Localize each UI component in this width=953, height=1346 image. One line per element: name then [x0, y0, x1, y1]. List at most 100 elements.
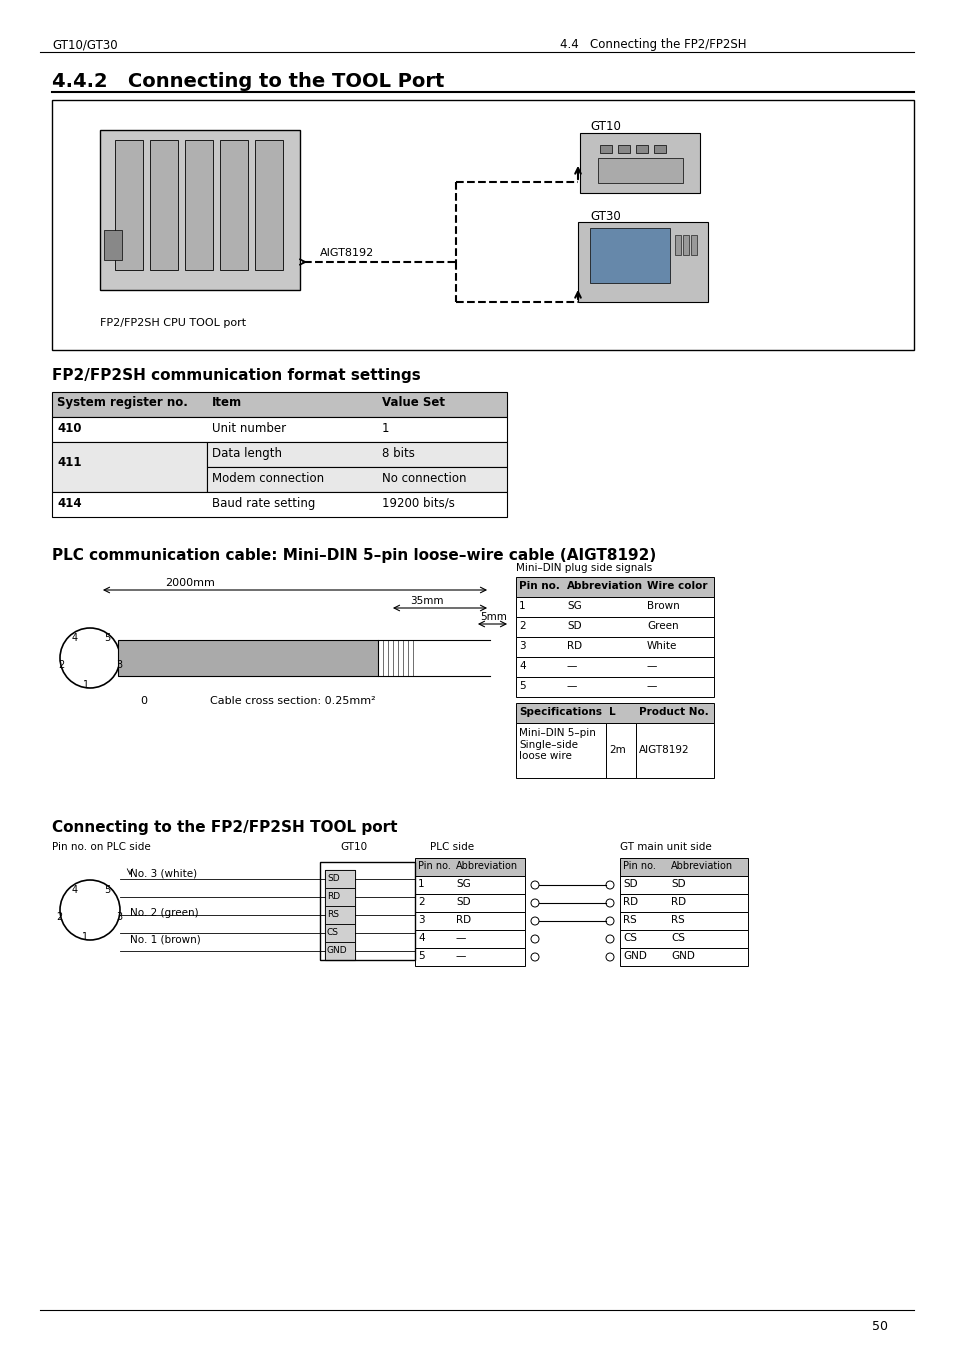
- Bar: [52, 441, 207, 493]
- Text: 3: 3: [116, 660, 122, 670]
- Text: Wire color: Wire color: [646, 581, 707, 591]
- Text: RS: RS: [327, 910, 338, 919]
- Text: Baud rate setting: Baud rate setting: [212, 497, 315, 510]
- Text: Abbreviation: Abbreviation: [456, 861, 517, 871]
- Text: RD: RD: [670, 896, 685, 907]
- Text: PLC communication cable: Mini–DIN 5–pin loose–wire cable (AIGT8192): PLC communication cable: Mini–DIN 5–pin …: [52, 548, 656, 563]
- Bar: [654, 145, 665, 153]
- Text: Abbreviation: Abbreviation: [670, 861, 732, 871]
- Text: SG: SG: [456, 879, 470, 888]
- Text: 414: 414: [57, 497, 82, 510]
- Text: —: —: [646, 661, 657, 672]
- Bar: [690, 236, 697, 254]
- Text: 2: 2: [417, 896, 424, 907]
- Text: Unit number: Unit number: [212, 423, 286, 435]
- Bar: [618, 145, 629, 153]
- Text: CS: CS: [670, 933, 684, 944]
- Text: Mini–DIN 5–pin
Single–side
loose wire: Mini–DIN 5–pin Single–side loose wire: [518, 728, 596, 762]
- Text: No connection: No connection: [381, 472, 466, 485]
- Text: PLC side: PLC side: [430, 843, 474, 852]
- Bar: [516, 657, 713, 677]
- Bar: [636, 723, 713, 778]
- Text: 1: 1: [417, 879, 424, 888]
- Bar: [516, 703, 713, 723]
- Bar: [150, 140, 178, 271]
- Text: SD: SD: [566, 621, 581, 631]
- Bar: [52, 100, 913, 350]
- Bar: [516, 637, 713, 657]
- Bar: [118, 639, 377, 676]
- Text: RD: RD: [622, 896, 638, 907]
- Text: FP2/FP2SH communication format settings: FP2/FP2SH communication format settings: [52, 367, 420, 384]
- Text: —: —: [456, 933, 466, 944]
- Text: 8 bits: 8 bits: [381, 447, 415, 460]
- Bar: [207, 467, 506, 493]
- Bar: [619, 876, 747, 894]
- Bar: [325, 942, 355, 960]
- Text: —: —: [646, 681, 657, 690]
- Text: 4.4.2   Connecting to the TOOL Port: 4.4.2 Connecting to the TOOL Port: [52, 71, 444, 92]
- Text: L: L: [608, 707, 615, 717]
- Text: Item: Item: [212, 396, 242, 409]
- Bar: [100, 131, 299, 289]
- Text: RS: RS: [622, 915, 636, 925]
- Bar: [52, 392, 506, 417]
- Bar: [325, 923, 355, 942]
- Text: 4: 4: [71, 886, 78, 895]
- Text: CS: CS: [622, 933, 637, 944]
- Text: 411: 411: [57, 456, 81, 468]
- Text: 1: 1: [83, 680, 89, 690]
- Bar: [682, 236, 688, 254]
- Text: GND: GND: [670, 952, 694, 961]
- Text: 0: 0: [140, 696, 147, 707]
- Bar: [675, 236, 680, 254]
- Text: SD: SD: [327, 874, 339, 883]
- Text: 3: 3: [417, 915, 424, 925]
- Text: AIGT8192: AIGT8192: [319, 248, 374, 258]
- Bar: [207, 441, 506, 467]
- Bar: [415, 876, 524, 894]
- Text: 5: 5: [104, 633, 111, 643]
- Text: GT main unit side: GT main unit side: [619, 843, 711, 852]
- Text: GT10: GT10: [589, 120, 620, 133]
- Bar: [619, 948, 747, 966]
- Text: RD: RD: [327, 892, 340, 900]
- Text: Modem connection: Modem connection: [212, 472, 324, 485]
- Text: Pin no.: Pin no.: [622, 861, 655, 871]
- Text: 2000mm: 2000mm: [165, 577, 214, 588]
- Text: Pin no.: Pin no.: [518, 581, 559, 591]
- Text: 50: 50: [871, 1320, 887, 1333]
- Text: 4: 4: [518, 661, 525, 672]
- Text: No. 3 (white): No. 3 (white): [130, 868, 197, 878]
- Text: 4: 4: [71, 633, 78, 643]
- Bar: [254, 140, 283, 271]
- Bar: [325, 906, 355, 923]
- Text: Connecting to the FP2/FP2SH TOOL port: Connecting to the FP2/FP2SH TOOL port: [52, 820, 397, 835]
- Text: GND: GND: [327, 946, 347, 956]
- Text: Mini–DIN plug side signals: Mini–DIN plug side signals: [516, 563, 652, 573]
- Text: 1: 1: [82, 931, 88, 942]
- Bar: [516, 598, 713, 616]
- Bar: [220, 140, 248, 271]
- Text: Brown: Brown: [646, 602, 679, 611]
- Text: GT30: GT30: [589, 210, 620, 223]
- Text: RD: RD: [456, 915, 471, 925]
- Bar: [415, 913, 524, 930]
- Text: SD: SD: [456, 896, 470, 907]
- Text: Value Set: Value Set: [381, 396, 444, 409]
- Text: AIGT8192: AIGT8192: [639, 744, 689, 755]
- Bar: [605, 723, 636, 778]
- Text: Abbreviation: Abbreviation: [566, 581, 642, 591]
- Bar: [599, 145, 612, 153]
- Text: SD: SD: [622, 879, 637, 888]
- Bar: [415, 930, 524, 948]
- Text: —: —: [456, 952, 466, 961]
- Text: Green: Green: [646, 621, 678, 631]
- Bar: [516, 723, 605, 778]
- Text: 5: 5: [518, 681, 525, 690]
- Text: —: —: [566, 661, 577, 672]
- Text: 4.4   Connecting the FP2/FP2SH: 4.4 Connecting the FP2/FP2SH: [559, 38, 745, 51]
- Text: 35mm: 35mm: [410, 596, 443, 606]
- Text: SD: SD: [670, 879, 685, 888]
- Text: 3: 3: [518, 641, 525, 651]
